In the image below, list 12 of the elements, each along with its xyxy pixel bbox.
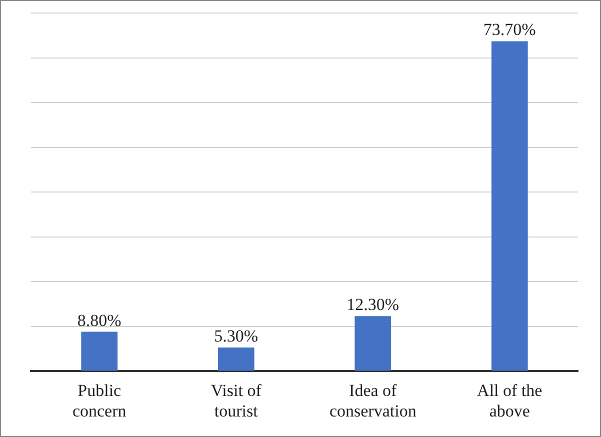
x-tick-label: Idea of conservation [329,380,417,420]
bar [354,316,392,371]
bar [218,347,254,371]
bar [491,41,528,371]
x-tick-label: Visit of tourist [210,380,262,420]
data-label: 12.30% [346,295,400,314]
x-tick-label: Public concern [72,380,127,420]
data-label: 8.80% [77,310,122,330]
bar [81,332,118,371]
data-label: 73.70% [483,20,536,40]
data-label: 5.30% [214,326,258,346]
x-tick-label: All of the above [477,380,542,420]
